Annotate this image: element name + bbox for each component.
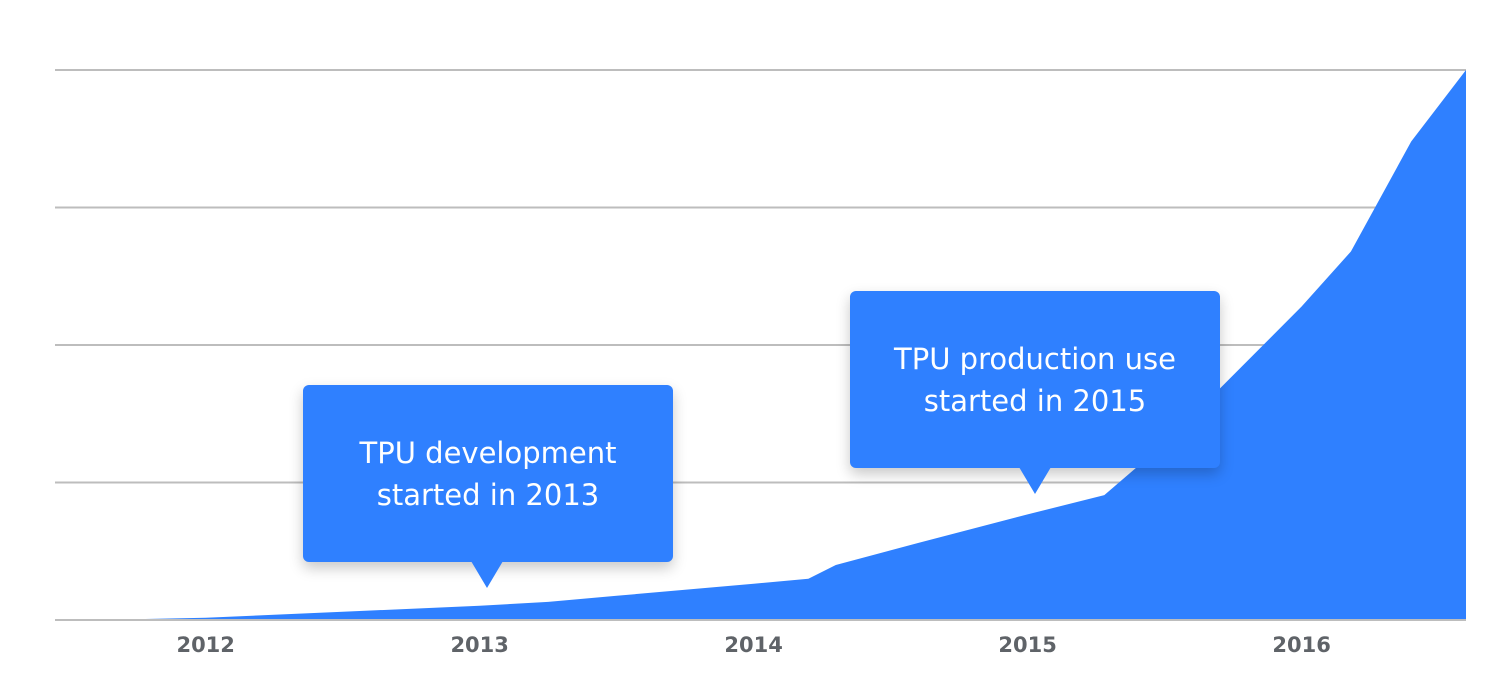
x-tick-label-2014: 2014 [724,633,782,657]
x-tick-label-2013: 2013 [450,633,508,657]
annotation-tpu-production-text: TPU production use started in 2015 [894,341,1176,418]
series-area-layer [96,70,1467,620]
x-tick-label-2016: 2016 [1272,633,1330,657]
x-axis: 2012 2013 2014 2015 2016 [55,619,1466,657]
x-tick-label-2012: 2012 [176,633,234,657]
annotation-tpu-development-text: TPU development started in 2013 [359,435,617,512]
annotation-tpu-development: TPU development started in 2013 [303,385,673,562]
annotation-tpu-production: TPU production use started in 2015 [850,291,1220,468]
series-area-0 [96,70,1467,620]
x-tick-label-2015: 2015 [998,633,1056,657]
